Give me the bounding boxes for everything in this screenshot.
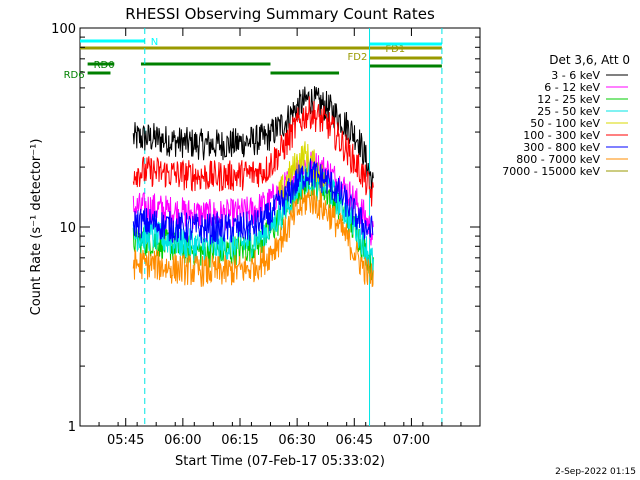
x-tick-label: 07:00 <box>393 433 430 448</box>
footer-date: 2-Sep-2022 01:15 <box>555 467 636 477</box>
axes-layer: 05:45 06:00 06:15 06:30 06:45 07:00 1 10 100 <box>51 22 481 448</box>
x-axis-label: Start Time (07-Feb-17 05:33:02) <box>175 454 385 469</box>
legend-label: 12 - 25 keV <box>537 93 600 106</box>
legend-label: 100 - 300 keV <box>523 129 600 142</box>
y-tick-label: 1 <box>68 420 76 435</box>
series-line <box>132 158 374 245</box>
legend-label: 25 - 50 keV <box>537 105 600 118</box>
legend-label: 50 - 100 keV <box>530 117 600 130</box>
series-line <box>132 189 374 288</box>
series-line <box>132 162 374 273</box>
legend-label: 6 - 12 keV <box>544 81 600 94</box>
y-tick-label: 10 <box>59 221 76 236</box>
series-layer <box>132 86 374 288</box>
y-axis-label: Count Rate (s⁻¹ detector⁻¹) <box>29 139 44 316</box>
series-line <box>132 96 374 207</box>
legend-label: 800 - 7000 keV <box>516 153 600 166</box>
series-line <box>132 86 374 196</box>
legend-title: Det 3,6, Att 0 <box>549 53 630 67</box>
x-tick-label: 06:15 <box>221 433 258 448</box>
x-tick-label: 06:30 <box>278 433 315 448</box>
x-tick-label: 05:45 <box>107 433 144 448</box>
flags-layer: N FD1 RD0 RD6 FD2 <box>64 37 442 81</box>
y-tick-label: 100 <box>51 22 76 37</box>
chart-title: RHESSI Observing Summary Count Rates <box>125 5 435 23</box>
legend-label: 3 - 6 keV <box>551 69 600 82</box>
flag-label: RD0 <box>94 60 115 71</box>
series-line <box>132 167 374 285</box>
x-tick-label: 06:45 <box>336 433 373 448</box>
x-tick-label: 06:00 <box>164 433 201 448</box>
flag-label: N <box>151 37 158 48</box>
legend-label: 7000 - 15000 keV <box>502 165 600 178</box>
flag-label: FD1 <box>385 44 405 55</box>
legend-label: 300 - 800 keV <box>523 141 600 154</box>
flag-label: FD2 <box>348 52 368 63</box>
flag-label: RD6 <box>64 70 85 81</box>
